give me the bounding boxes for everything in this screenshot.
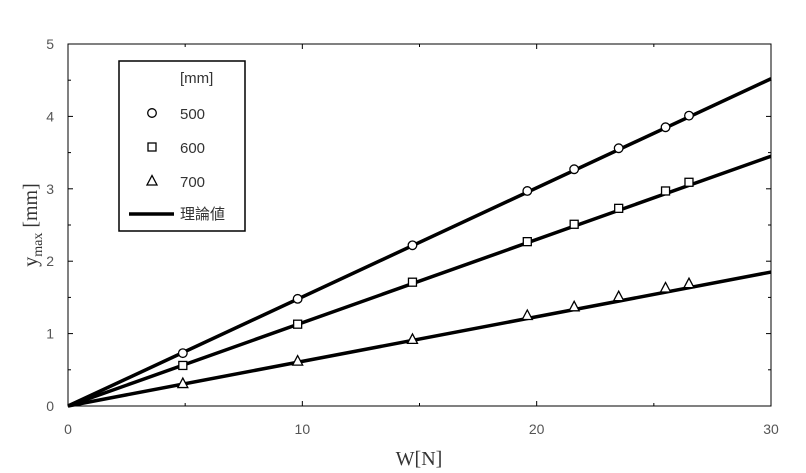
- legend-marker-700: [145, 174, 159, 186]
- y-tick-label: 4: [46, 108, 54, 124]
- legend-items: 500 600 700 理論値: [129, 106, 225, 223]
- data-point-500: [613, 143, 624, 154]
- data-point-700: [682, 276, 696, 289]
- data-point-700: [291, 354, 304, 366]
- legend: [mm] 500 600 700 理論値: [118, 60, 246, 232]
- data-point-600: [614, 203, 624, 213]
- y-axis-title-main: y: [20, 257, 42, 267]
- data-point-500: [684, 110, 694, 121]
- data-point-700: [176, 376, 189, 389]
- data-point-500: [660, 122, 671, 133]
- data-point-600: [407, 277, 418, 287]
- y-tick-label: 0: [46, 398, 54, 414]
- data-point-500: [569, 164, 580, 175]
- data-point-500: [177, 348, 188, 359]
- x-tick-label: 0: [64, 421, 72, 437]
- data-point-700: [406, 332, 419, 345]
- data-point-700: [659, 281, 672, 293]
- y-tick-label: 1: [46, 326, 54, 342]
- data-point-700: [568, 299, 581, 312]
- legend-label-500: 500: [180, 106, 205, 123]
- data-point-700: [612, 289, 625, 302]
- data-point-600: [522, 237, 532, 247]
- x-tick-label: 10: [295, 421, 311, 437]
- legend-box: [118, 60, 246, 232]
- x-tick-label: 30: [763, 421, 779, 437]
- data-point-600: [660, 186, 671, 196]
- data-point-600: [292, 319, 303, 329]
- y-axis: 0 1 2 3 4 5: [46, 36, 771, 414]
- data-point-500: [522, 186, 533, 196]
- legend-label-700: 700: [180, 174, 205, 191]
- x-axis: 0 10 20 30: [64, 44, 779, 437]
- data-point-600: [569, 219, 579, 229]
- data-point-600: [684, 177, 694, 187]
- data-point-600: [178, 360, 188, 371]
- legend-marker-600: [147, 142, 157, 152]
- data-markers: [176, 110, 696, 389]
- x-axis-title: W[N]: [396, 448, 443, 470]
- y-axis-title: ymax [mm]: [20, 183, 46, 267]
- legend-title: [mm]: [180, 70, 213, 87]
- y-axis-title-unit: [mm]: [20, 183, 42, 232]
- y-axis-title-subscript: max: [31, 233, 46, 257]
- data-point-500: [407, 240, 418, 251]
- legend-label-600: 600: [180, 140, 205, 157]
- y-tick-label: 2: [46, 253, 54, 269]
- data-point-700: [521, 308, 534, 321]
- x-tick-label: 20: [529, 421, 545, 437]
- legend-marker-500: [147, 108, 157, 118]
- legend-label-theory: 理論値: [180, 206, 225, 223]
- data-point-500: [292, 293, 303, 304]
- y-tick-label: 5: [46, 36, 54, 52]
- y-tick-label: 3: [46, 181, 54, 197]
